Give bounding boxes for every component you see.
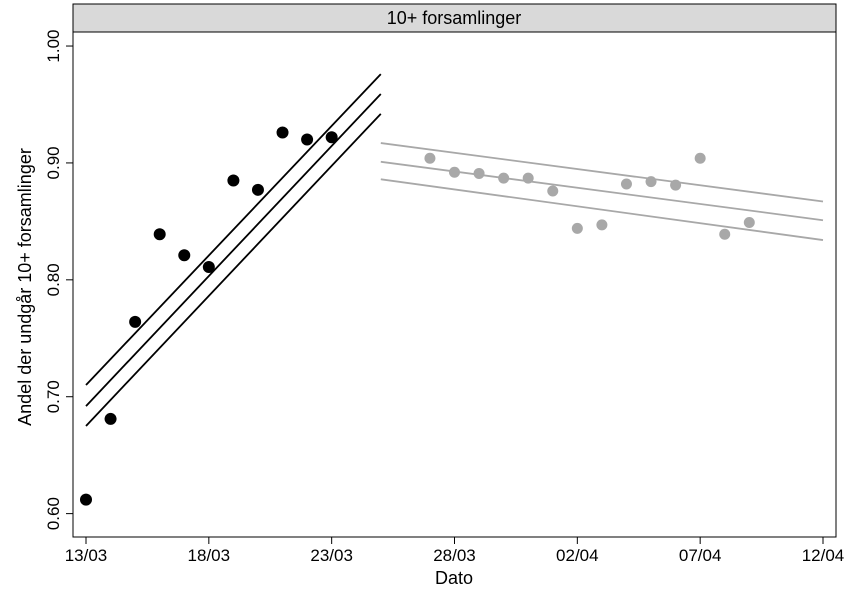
x-tick-label: 07/04 <box>679 546 722 565</box>
y-tick-label: 1.00 <box>44 29 63 62</box>
series-1-fit-line <box>85 93 382 407</box>
y-axis-title: Andel der undgår 10+ forsamlinger <box>15 148 35 426</box>
series-1-point <box>325 131 338 144</box>
points-layer <box>80 126 755 506</box>
y-tick-label: 0.60 <box>44 497 63 530</box>
series-1-point <box>80 493 92 506</box>
strip-header <box>72 3 837 33</box>
series-2-point <box>596 219 608 231</box>
y-tick-label: 0.90 <box>44 146 63 179</box>
series-2-point <box>424 152 436 164</box>
series-2-point <box>522 172 534 184</box>
series-1-point <box>153 228 166 241</box>
series-1-point <box>129 315 142 328</box>
x-tick-label: 28/03 <box>433 546 476 565</box>
x-tick-label: 12/04 <box>802 546 845 565</box>
y-axis: 0.60 0.70 0.80 0.90 1.00 <box>44 29 73 530</box>
x-axis: 13/03 18/03 23/03 28/03 02/04 07/04 12/04 <box>65 537 845 565</box>
series-2-point <box>670 179 682 191</box>
x-tick-label: 23/03 <box>310 546 353 565</box>
x-tick-label: 02/04 <box>556 546 599 565</box>
y-tick-label: 0.80 <box>44 263 63 296</box>
series-2-ci-upper-line <box>380 142 824 203</box>
series-1-ci-upper-line <box>85 73 382 386</box>
series-1-point <box>178 249 191 262</box>
y-tick-label: 0.70 <box>44 380 63 413</box>
series-2-point <box>694 152 706 164</box>
series-2-point <box>473 167 485 179</box>
series-2-point <box>645 176 657 188</box>
series-2-point <box>498 172 510 184</box>
series-2-point <box>571 222 583 234</box>
series-2-point <box>743 217 755 229</box>
series-1-point <box>301 133 314 146</box>
x-tick-label: 13/03 <box>65 546 108 565</box>
x-tick-label: 18/03 <box>188 546 231 565</box>
series-2-point <box>547 185 559 197</box>
series-2-point <box>719 228 731 240</box>
series-1-point <box>276 126 289 139</box>
series-1-point <box>227 174 240 187</box>
chart-title: 10+ forsamlinger <box>387 8 522 28</box>
series-2-point <box>620 178 632 190</box>
series-2-ci-lower-line <box>380 178 824 241</box>
series-1-point <box>251 183 264 196</box>
series-2-point <box>449 166 460 178</box>
series-1-point <box>104 412 117 425</box>
x-axis-title: Dato <box>435 568 473 588</box>
series-1-ci-lower-line <box>85 113 382 427</box>
series-1-point <box>202 260 215 273</box>
